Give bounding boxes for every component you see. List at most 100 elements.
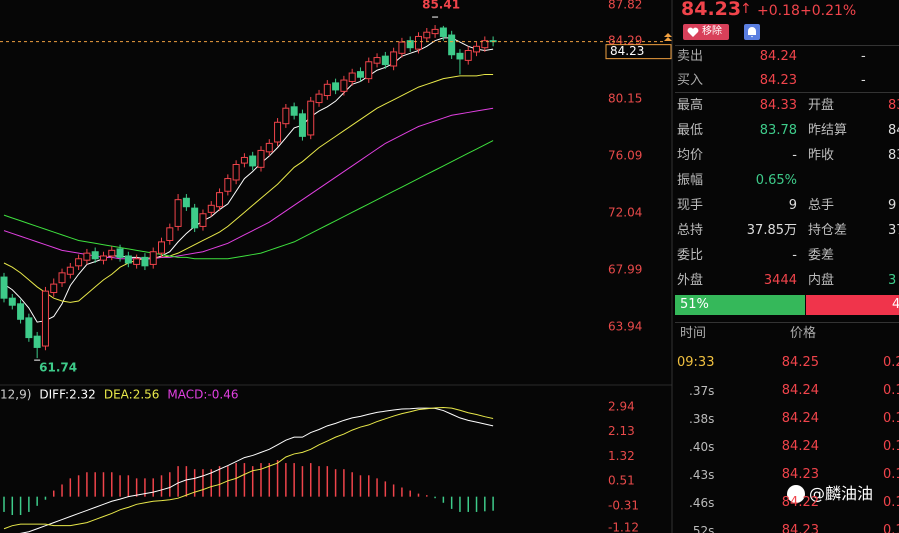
stat-label: 持仓差 [808, 223, 848, 238]
row-label: 买入 [677, 73, 704, 88]
candle-body [91, 251, 99, 260]
change-pct: +0.21% [800, 3, 857, 19]
candle-body [348, 72, 356, 82]
stat-value: 3444 [763, 273, 797, 288]
candle-body [381, 55, 389, 66]
candle-body [315, 93, 323, 104]
trade-volume: 0.1 [883, 383, 899, 398]
y-tick-label: 87.82 [608, 0, 642, 12]
candle-body [431, 28, 439, 35]
candle-body [481, 40, 489, 49]
candle-body [66, 266, 74, 275]
stat-value: 37.8 [888, 223, 899, 238]
candle-body [133, 258, 141, 265]
candle-body [25, 317, 33, 339]
candle-body [398, 41, 406, 54]
divider [675, 92, 899, 93]
candle-body [191, 207, 199, 229]
candle-body [249, 155, 257, 167]
candle-body [274, 121, 282, 143]
candle-body [174, 199, 182, 227]
trade-volume: 0.1 [883, 411, 899, 426]
stat-value: 84.33 [759, 98, 797, 113]
change: +0.18 [757, 3, 800, 19]
moving-average [3, 140, 494, 260]
y-tick-label: 76.09 [608, 149, 642, 163]
row-value: - [861, 49, 866, 64]
divider [675, 45, 899, 46]
stat-value: 9 [888, 198, 897, 213]
arrow: ↑ [740, 1, 752, 17]
divider [675, 322, 899, 323]
trade-time: .37s [689, 384, 715, 398]
last-price-box [605, 44, 672, 60]
candle-body [83, 252, 91, 261]
candle-body [390, 51, 398, 67]
stat-label: 昨结算 [808, 123, 848, 138]
candle-body [33, 335, 41, 348]
trade-time: .38s [689, 412, 715, 426]
candle-body [332, 82, 340, 91]
candle-body [298, 113, 306, 137]
candle-body [423, 31, 431, 39]
row-value: 84.23 [759, 73, 797, 88]
remove-button[interactable]: 移除 [683, 24, 729, 40]
candle-body [448, 34, 456, 56]
trade-time: .52s [689, 524, 715, 533]
y-tick-label: -0.31 [608, 499, 639, 513]
y-tick-label: 0.51 [608, 474, 635, 488]
buy-ratio: 51% [680, 297, 709, 312]
candle-body [199, 213, 207, 227]
stat-label: 均价 [677, 148, 704, 163]
candle-body [182, 197, 190, 208]
macd-line [3, 407, 494, 530]
candle-body [464, 50, 472, 61]
candle-body [439, 27, 447, 37]
candle-body [282, 107, 290, 125]
stat-value: 0.65% [755, 173, 797, 188]
candle-body [216, 192, 224, 208]
stat-value: - [792, 248, 797, 263]
row-value: - [861, 73, 866, 88]
candle-body [224, 178, 232, 192]
trade-price: 84.23 [781, 467, 819, 482]
candle-body [99, 255, 107, 261]
stat-value: 83 [888, 98, 899, 113]
candle-body [0, 276, 8, 299]
stat-label: 振幅 [677, 173, 704, 188]
stat-value: 37.85万 [746, 223, 797, 238]
stat-value: 83.78 [759, 123, 797, 138]
bell-icon [748, 27, 756, 38]
stat-label: 开盘 [808, 98, 835, 113]
watermark: @麟油油 [809, 484, 874, 503]
candle-body [290, 106, 298, 116]
candle-body [365, 61, 373, 80]
trade-volume: 0.1 [883, 439, 899, 454]
trade-price: 84.22 [781, 495, 819, 510]
watermark-logo [787, 485, 805, 503]
candle-body [232, 163, 240, 181]
candle-body [207, 204, 215, 213]
stat-label: 现手 [677, 198, 704, 213]
stat-label: 昨收 [808, 148, 835, 163]
candle-body [456, 52, 464, 60]
heart-icon [687, 27, 699, 37]
trade-price: 84.23 [781, 523, 819, 533]
alert-button[interactable] [744, 24, 760, 40]
trade-volume: 0.1 [883, 523, 899, 533]
candle-body [240, 156, 248, 164]
y-tick-label: 63.94 [608, 320, 642, 334]
macd-legend: MACD:-0.46 [167, 388, 238, 402]
trade-volume: 0.1 [883, 467, 899, 482]
candle-body [158, 241, 166, 254]
last-price-label: 84.23 [610, 44, 644, 58]
candle-body [307, 100, 315, 136]
trade-price: 84.24 [781, 383, 819, 398]
candle-body [75, 258, 83, 267]
quote-panel: 84.23 ↑ +0.18 +0.21% 移除 51% 4 时间 价格 @麟油油… [675, 0, 899, 533]
price: 84.23 [681, 0, 742, 20]
arrow-icon [664, 37, 672, 41]
max-label: 85.41 [422, 0, 460, 12]
candle-body [58, 272, 66, 284]
moving-average [3, 107, 494, 260]
